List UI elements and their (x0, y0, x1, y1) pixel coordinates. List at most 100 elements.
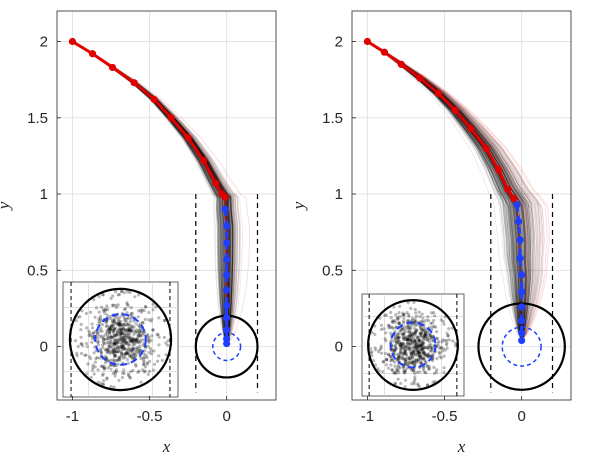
inset (62, 281, 179, 398)
inset-point (444, 343, 448, 347)
axes-box (56, 10, 277, 401)
inset-point (102, 366, 106, 370)
inset-point (425, 336, 429, 340)
inset-point (395, 340, 399, 344)
inset-point (133, 342, 137, 346)
inset-point (132, 337, 136, 341)
axes-box (351, 10, 572, 401)
trajectory (72, 41, 227, 344)
inset-point (131, 341, 135, 345)
inset-point (404, 337, 408, 341)
inset-point (136, 346, 140, 350)
inset-point (414, 358, 418, 362)
inset-point (377, 350, 381, 354)
inset-point (139, 310, 143, 314)
inset-point (421, 352, 425, 356)
inset-point (413, 375, 417, 379)
inset-point (132, 338, 136, 342)
inset-point (417, 354, 422, 358)
inset-point (125, 301, 129, 305)
inset-point (412, 351, 416, 355)
inset-point (97, 294, 101, 299)
inset-point (99, 326, 103, 331)
inset-point (101, 309, 106, 313)
inset-point (396, 358, 400, 362)
inset-point (414, 314, 419, 318)
inset-point (113, 334, 117, 338)
inset-point (128, 353, 132, 358)
trajectory (367, 41, 522, 341)
trajectory (72, 41, 241, 344)
inset-point (429, 311, 434, 315)
inset-point (118, 323, 122, 327)
inset-point (426, 338, 430, 342)
inset-point (115, 330, 119, 334)
inset-point (428, 335, 432, 339)
inset-point (399, 342, 403, 346)
inset-point (391, 326, 395, 330)
inset-point (420, 345, 424, 350)
x-tick-label: -1 (361, 408, 374, 425)
inset-point (103, 354, 107, 359)
inset-point (126, 372, 130, 376)
inset-point (118, 323, 122, 327)
inset-point (124, 341, 128, 345)
inset-point (421, 327, 425, 331)
inset-point (109, 367, 113, 371)
inset-point (425, 335, 429, 339)
inset-point (410, 318, 414, 323)
inset-point (121, 340, 125, 344)
trajectory (367, 41, 529, 341)
inset-point (407, 333, 411, 338)
inset-point (104, 332, 108, 336)
inset-point (432, 324, 436, 329)
inset-point (411, 348, 415, 353)
inset-point (81, 344, 85, 348)
inset-point (120, 342, 124, 347)
trajectory (367, 41, 522, 341)
inset-point (407, 337, 411, 341)
inset-point (426, 383, 430, 387)
inset-point (411, 332, 415, 336)
series-point-1 (518, 329, 526, 337)
inset-point (119, 333, 123, 337)
inset-point (417, 350, 421, 354)
inset-point (418, 315, 422, 319)
trajectory (367, 41, 522, 341)
inset-point (407, 313, 411, 317)
inset-point (414, 343, 418, 347)
inset-point (403, 369, 407, 374)
inset-point (405, 342, 409, 346)
inset-point (400, 332, 404, 336)
inset-point (121, 344, 125, 348)
trajectory (72, 41, 227, 344)
inset-point (119, 353, 123, 357)
inset-point (415, 341, 419, 345)
inset-point (128, 375, 132, 379)
inset-point (393, 381, 397, 385)
trajectory (367, 41, 529, 341)
inset-point (426, 355, 430, 359)
inset-point (127, 336, 131, 340)
inset-point (85, 345, 89, 349)
inset-point (403, 338, 407, 342)
inset-point (106, 349, 111, 353)
inset-point (112, 344, 116, 348)
series-point-1 (516, 254, 524, 262)
inset-point (422, 368, 426, 373)
inset-point (407, 346, 411, 350)
inset-point (414, 343, 418, 347)
inset-point (165, 343, 170, 347)
inset-point (407, 360, 411, 364)
inset-point (112, 338, 116, 342)
series-point-1 (223, 256, 231, 264)
series-point-0 (130, 79, 138, 87)
inset-point (397, 331, 401, 335)
inset-point (105, 329, 109, 333)
inset-point (142, 338, 146, 342)
trajectory (72, 41, 227, 344)
inset-point (80, 309, 84, 313)
inset-point (107, 345, 111, 349)
inset-point (126, 316, 130, 320)
inset-point (407, 334, 411, 339)
